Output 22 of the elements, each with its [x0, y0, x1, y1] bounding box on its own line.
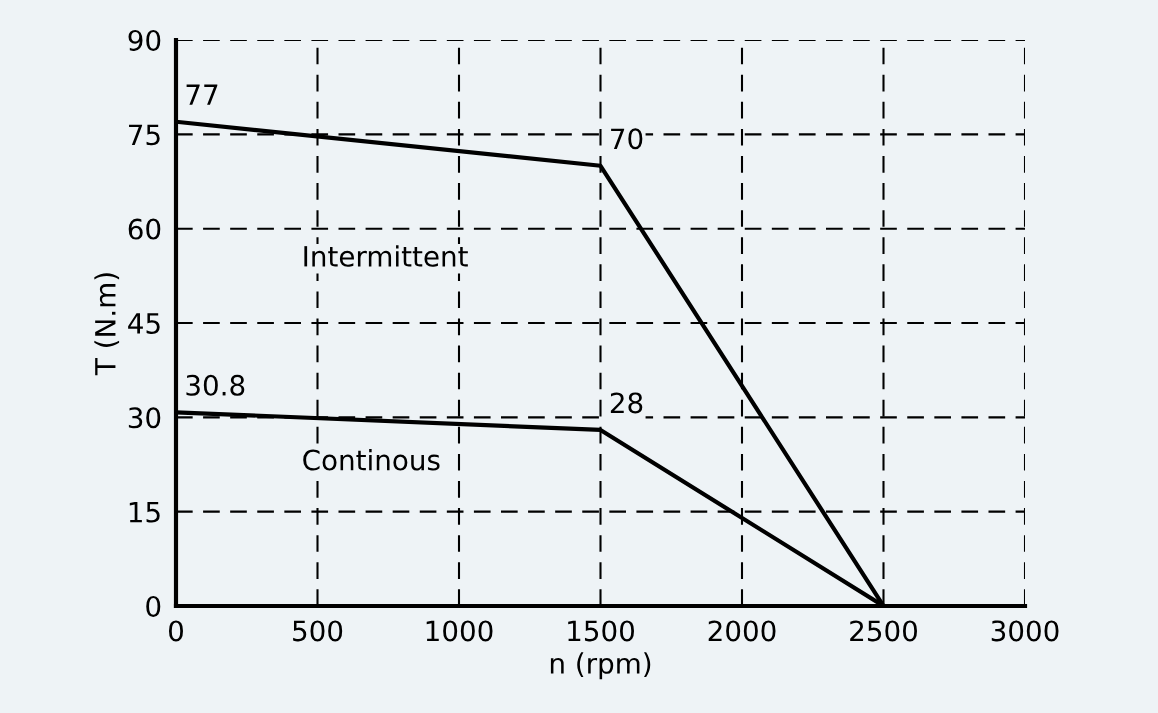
x-tick-label: 1000: [426, 620, 493, 642]
y-tick-label: 15: [129, 501, 160, 523]
x-axis-title: n (rpm): [550, 652, 651, 680]
x-tick-label: 3000: [991, 620, 1059, 642]
y-tick-label: 0: [146, 595, 161, 617]
x-tick-label: 1500: [568, 620, 634, 642]
x-tick-label: 2000: [708, 620, 776, 642]
data-label: 70: [611, 128, 643, 150]
x-tick-label: 2500: [850, 620, 917, 642]
annotation: Continous: [303, 449, 440, 471]
data-label: 30.8: [186, 374, 245, 396]
annotation: Intermittent: [304, 245, 468, 267]
data-label: 28: [610, 392, 643, 414]
y-tick-label: 75: [129, 124, 160, 146]
y-tick-label: 60: [128, 218, 161, 240]
data-label: 77: [186, 84, 218, 105]
y-tick-label: 90: [128, 29, 161, 51]
x-tick-label: 500: [293, 620, 343, 642]
x-tick-label: 0: [168, 620, 183, 642]
y-tick-label: 45: [128, 313, 160, 334]
y-axis-title: T (N.m): [94, 273, 120, 376]
y-tick-label: 30: [128, 407, 161, 429]
